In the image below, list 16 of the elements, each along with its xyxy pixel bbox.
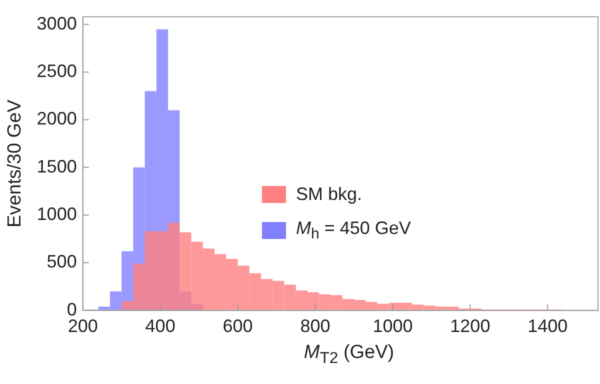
x-tick-label: 800 (300, 316, 330, 336)
x-tick-label: 1400 (528, 316, 568, 336)
x-tick-label: 1200 (450, 316, 490, 336)
y-tick-label: 1000 (36, 204, 77, 224)
x-tick-label: 400 (145, 316, 176, 336)
y-tick-label: 2500 (36, 61, 77, 82)
y-axis-title: Events/30 GeV (4, 99, 26, 228)
legend-label: SM bkg. (296, 184, 362, 204)
legend-label: M$_{h}$ = 450 GeV (296, 218, 411, 242)
y-tick-label: 1500 (36, 156, 77, 176)
y-tick-label: 3000 (36, 13, 77, 34)
y-tick-label: 2000 (36, 108, 77, 129)
y-tick-label: 500 (46, 252, 77, 272)
x-tick-label: 600 (222, 316, 253, 336)
x-axis-title: M$_{T2}$ (GeV) (302, 342, 396, 368)
x-tick-label: 1000 (372, 316, 413, 336)
